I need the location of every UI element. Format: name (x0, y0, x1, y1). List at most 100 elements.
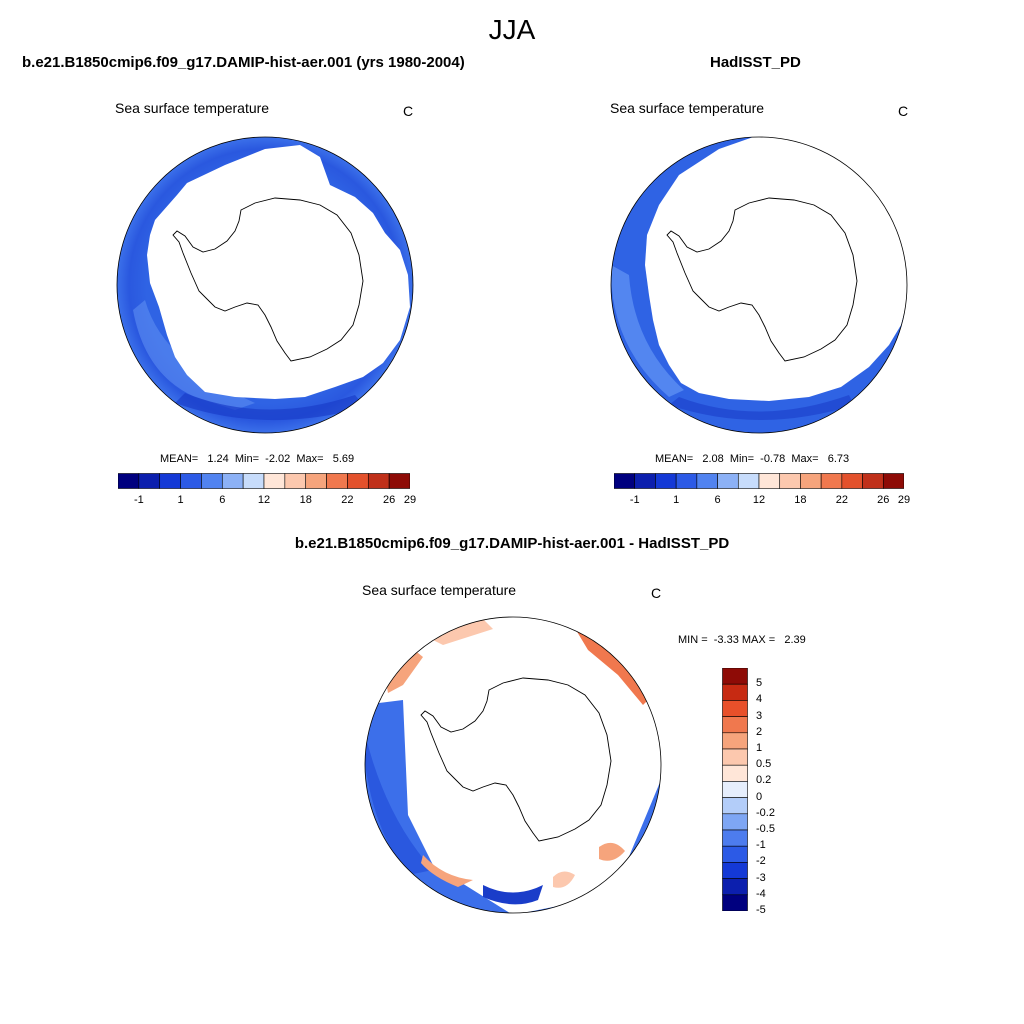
colorbar-swatch (722, 700, 748, 717)
colorbar-swatch (675, 473, 698, 489)
colorbar-tick-label: 18 (794, 494, 807, 506)
panel-1-title: b.e21.B1850cmip6.f09_g17.DAMIP-hist-aer.… (22, 54, 465, 71)
colorbar-swatch (201, 473, 223, 489)
colorbar-swatch (722, 878, 748, 896)
panel-1-antarctica-coastline (172, 197, 364, 362)
colorbar-swatch (841, 473, 863, 489)
colorbar-swatch (737, 473, 760, 489)
colorbar-swatch (138, 473, 161, 489)
colorbar-swatch (284, 473, 307, 489)
colorbar-tick-label: 1 (756, 742, 763, 754)
panel-2-colorbar-ticks: -1 1 6 12 18 22 26 29 (614, 494, 910, 510)
colorbar-swatch (305, 473, 327, 489)
colorbar-swatch (722, 668, 748, 685)
colorbar-tick-label: 26 (877, 494, 890, 506)
colorbar-tick-label: 3 (756, 709, 763, 722)
colorbar-tick-label: -4 (756, 887, 766, 900)
panel-3-stats: MIN = -3.33 MAX = 2.39 (678, 634, 806, 646)
colorbar-tick-label: 22 (835, 494, 848, 506)
panel-3-title: b.e21.B1850cmip6.f09_g17.DAMIP-hist-aer.… (294, 535, 730, 552)
colorbar-tick-label: 0.5 (756, 758, 772, 771)
colorbar-tick-label: 6 (714, 494, 721, 506)
panel-2-sea-ice-mask (645, 137, 907, 401)
colorbar-tick-label: 0 (756, 790, 763, 803)
panel-1-variable-label: Sea surface temperature (115, 100, 270, 116)
colorbar-tick-label: 2 (756, 725, 763, 738)
colorbar-tick-label: -1 (133, 494, 144, 506)
colorbar-swatch (722, 829, 748, 847)
colorbar-swatch (118, 473, 140, 489)
panel-3-variable-label: Sea surface temperature (362, 582, 517, 598)
colorbar-tick-label: 22 (341, 494, 354, 506)
colorbar-swatch (800, 473, 822, 489)
colorbar-swatch (722, 764, 748, 782)
panel-1-colorbar-ticks: -1 1 6 12 18 22 26 29 (118, 494, 416, 510)
colorbar-swatch (722, 732, 748, 750)
colorbar-tick-label: -0.2 (756, 806, 775, 819)
colorbar-swatch (722, 797, 748, 815)
colorbar-tick-label: 29 (403, 494, 417, 506)
colorbar-tick-label: 1 (177, 494, 184, 506)
panel-3-colorbar-ticks: 5 4 3 2 1 0.5 0.2 0 -0.2 -0.5 -1 -2 -3 -4 -5 (756, 668, 796, 916)
colorbar-tick-label: -0.5 (756, 823, 775, 835)
colorbar-tick-label: -1 (756, 839, 766, 852)
colorbar-swatch (722, 862, 748, 879)
colorbar-swatch (722, 845, 748, 863)
panel-2-antarctica-coastline (666, 197, 858, 362)
colorbar-swatch (367, 473, 390, 489)
colorbar-swatch (242, 473, 265, 489)
figure-title: JJA (488, 14, 536, 45)
colorbar-tick-label: -3 (756, 871, 766, 884)
colorbar-swatch (882, 473, 904, 489)
panel-2-map (610, 136, 908, 434)
panel-1-map (116, 136, 414, 434)
panel-1-colorbar (118, 473, 410, 489)
colorbar-tick-label: 1 (673, 494, 680, 506)
panel-1-units-label: C (403, 103, 414, 119)
colorbar-tick-label: 12 (752, 494, 766, 506)
colorbar-swatch (263, 473, 286, 489)
colorbar-tick-label: -2 (756, 855, 766, 868)
colorbar-swatch (779, 473, 801, 489)
panel-2-title: HadISST_PD (710, 54, 801, 71)
colorbar-tick-label: -1 (629, 494, 640, 506)
colorbar-swatch (722, 683, 748, 701)
colorbar-tick-label: 6 (219, 494, 226, 506)
colorbar-swatch (722, 748, 748, 766)
panel-2-units-label: C (898, 103, 909, 119)
colorbar-swatch (722, 781, 748, 798)
colorbar-swatch (347, 473, 369, 489)
panel-3-colorbar (722, 668, 748, 911)
colorbar-swatch (696, 473, 718, 489)
panel-3-sea-ice-mask (405, 633, 655, 867)
colorbar-swatch (722, 894, 748, 911)
colorbar-swatch (820, 473, 843, 489)
colorbar-swatch (180, 473, 202, 489)
colorbar-tick-label: 4 (756, 693, 763, 706)
colorbar-tick-label: 26 (383, 494, 396, 506)
panel-2-stats: MEAN= 2.08 Min= -0.78 Max= 6.73 (655, 453, 850, 465)
panel-3-map (364, 616, 662, 914)
colorbar-swatch (758, 473, 781, 489)
colorbar-tick-label: 5 (756, 677, 763, 690)
colorbar-swatch (862, 473, 884, 489)
colorbar-tick-label: 18 (299, 494, 312, 506)
colorbar-swatch (722, 716, 748, 734)
panel-3-units-label: C (651, 585, 662, 601)
colorbar-tick-label: 12 (257, 494, 271, 506)
colorbar-tick-label: -5 (756, 904, 766, 916)
colorbar-swatch (388, 473, 410, 489)
colorbar-tick-label: 0.2 (756, 774, 772, 787)
colorbar-swatch (722, 813, 748, 831)
panel-1-stats: MEAN= 1.24 Min= -2.02 Max= 5.69 (160, 453, 355, 465)
colorbar-tick-label: 29 (897, 494, 911, 506)
colorbar-swatch (221, 473, 244, 489)
panel-2-colorbar (614, 473, 904, 489)
colorbar-swatch (655, 473, 677, 489)
panel-2-variable-label: Sea surface temperature (610, 100, 765, 116)
colorbar-swatch (634, 473, 656, 489)
panel-3-antarctica-coastline (420, 677, 612, 842)
colorbar-swatch (717, 473, 739, 489)
colorbar-swatch (159, 473, 181, 489)
colorbar-swatch (326, 473, 348, 489)
